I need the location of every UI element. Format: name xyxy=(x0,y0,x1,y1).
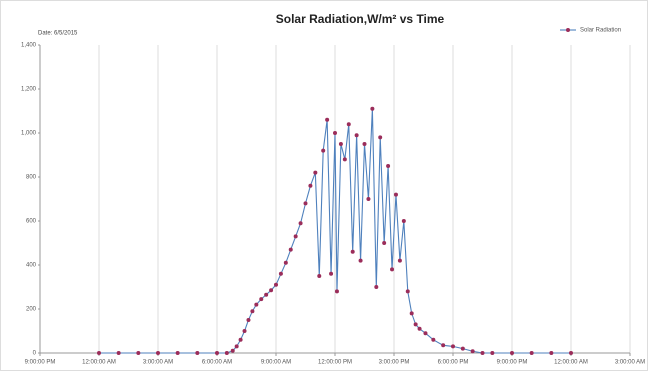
data-point xyxy=(480,351,485,355)
data-point xyxy=(374,285,379,289)
data-point xyxy=(510,351,514,355)
data-point xyxy=(264,292,269,297)
y-tick-label: 0 xyxy=(33,351,37,357)
data-point xyxy=(329,271,334,276)
data-point xyxy=(156,351,160,355)
data-point xyxy=(116,351,121,355)
data-point xyxy=(338,142,343,146)
data-point xyxy=(254,302,259,307)
data-point xyxy=(303,201,308,206)
x-tick-label: 9:00:00 PM xyxy=(25,360,56,366)
y-tick-label: 800 xyxy=(26,175,37,181)
data-point xyxy=(333,131,337,135)
data-point xyxy=(549,351,554,355)
data-point xyxy=(386,164,391,168)
data-point xyxy=(390,267,395,272)
data-point xyxy=(490,351,495,355)
x-tick-label: 9:00:00 AM xyxy=(261,360,291,366)
data-point xyxy=(259,297,264,302)
x-tick-label: 6:00:00 AM xyxy=(202,360,232,366)
data-point xyxy=(460,346,465,351)
data-point xyxy=(250,309,255,314)
data-point xyxy=(413,322,418,327)
x-tick-label: 12:00:00 AM xyxy=(554,360,588,366)
x-tick-label: 6:00:00 PM xyxy=(438,360,469,366)
data-point xyxy=(97,351,101,355)
data-point xyxy=(342,157,347,162)
data-point xyxy=(230,348,235,353)
data-point xyxy=(288,247,293,252)
data-point xyxy=(470,349,475,354)
x-tick-label: 3:00:00 PM xyxy=(379,360,410,366)
data-point xyxy=(409,311,414,316)
y-tick-label: 400 xyxy=(26,263,37,269)
x-tick-label: 12:00:00 PM xyxy=(318,360,352,366)
data-point xyxy=(378,135,383,140)
data-point xyxy=(325,117,330,122)
chart-subtitle: Date: 6/5/2015 xyxy=(38,31,78,37)
data-point xyxy=(242,329,247,333)
data-point xyxy=(529,351,534,355)
data-point xyxy=(401,219,406,223)
data-point xyxy=(350,249,355,254)
legend-marker xyxy=(566,28,570,32)
data-point xyxy=(283,260,288,265)
data-point xyxy=(195,351,200,355)
data-point xyxy=(298,221,303,226)
data-point xyxy=(362,142,367,146)
data-point xyxy=(393,192,398,197)
data-point xyxy=(224,351,229,355)
data-point xyxy=(358,258,363,263)
data-point xyxy=(278,271,283,276)
data-point xyxy=(269,288,274,293)
data-point xyxy=(423,331,428,336)
x-tick-label: 12:00:00 AM xyxy=(82,360,116,366)
data-point xyxy=(321,148,326,153)
y-tick-label: 600 xyxy=(26,219,37,225)
data-point xyxy=(274,282,278,287)
y-tick-label: 200 xyxy=(26,307,37,313)
data-point xyxy=(136,351,141,355)
data-point xyxy=(317,274,322,278)
x-tick-label: 9:00:00 PM xyxy=(497,360,528,366)
data-point xyxy=(569,351,573,355)
data-point xyxy=(370,106,375,111)
data-point xyxy=(405,289,410,294)
chart-title: Solar Radiation,W/m² vs Time xyxy=(276,12,445,26)
data-point xyxy=(346,122,351,127)
data-point xyxy=(417,326,422,331)
data-point xyxy=(293,234,298,239)
y-tick-label: 1,000 xyxy=(21,131,37,137)
x-tick-label: 3:00:00 AM xyxy=(615,360,645,366)
data-point xyxy=(451,344,455,349)
y-tick-label: 1,400 xyxy=(21,43,37,49)
data-point xyxy=(308,183,313,188)
x-tick-label: 3:00:00 AM xyxy=(143,360,173,366)
y-tick-label: 1,200 xyxy=(21,87,37,93)
data-point xyxy=(334,289,339,294)
data-point xyxy=(313,170,318,175)
data-point xyxy=(382,241,387,245)
data-point xyxy=(238,337,243,342)
data-point xyxy=(175,351,180,355)
data-point xyxy=(246,318,251,322)
data-point xyxy=(397,258,402,263)
data-point xyxy=(441,343,446,348)
data-point xyxy=(354,133,359,138)
data-point xyxy=(234,344,239,349)
legend-label: Solar Radiation xyxy=(580,28,621,34)
data-point xyxy=(431,337,436,342)
data-point xyxy=(215,351,219,355)
data-point xyxy=(366,197,371,201)
